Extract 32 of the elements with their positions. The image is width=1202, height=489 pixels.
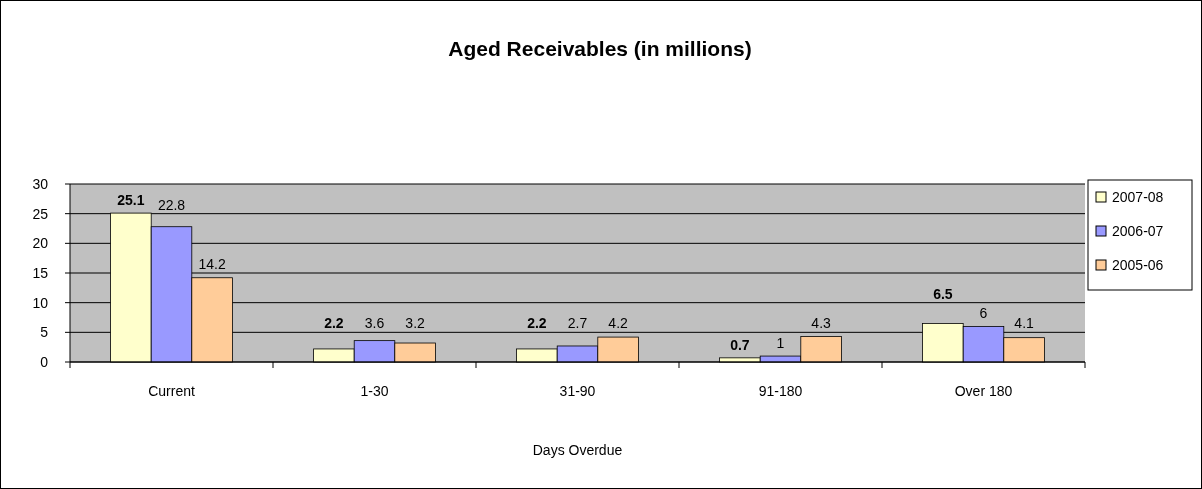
y-tick-label: 10 xyxy=(32,294,49,311)
data-label: 4.2 xyxy=(608,315,629,332)
x-tick-label: 91-180 xyxy=(758,383,803,399)
y-tick-label: 25 xyxy=(32,205,49,222)
y-tick-label: 20 xyxy=(32,235,49,252)
data-label: 4.1 xyxy=(1014,315,1035,332)
x-tick-label: 31-90 xyxy=(559,383,596,399)
x-tick-label: Current xyxy=(148,383,195,399)
x-tick-label: 1-30 xyxy=(360,383,389,399)
x-axis-title: Days Overdue xyxy=(532,442,623,458)
data-label: 2.2 xyxy=(324,315,344,332)
data-label: 25.1 xyxy=(117,192,145,209)
y-tick-label: 5 xyxy=(40,324,49,341)
data-label: 6 xyxy=(979,305,988,322)
y-tick-label: 15 xyxy=(32,265,49,281)
data-label: 22.8 xyxy=(157,196,186,213)
legend-label: 2006-07 xyxy=(1112,223,1164,239)
data-label: 0.7 xyxy=(730,336,750,353)
y-tick-label: 0 xyxy=(40,354,49,370)
data-label: 6.5 xyxy=(933,285,953,302)
data-label: 2.2 xyxy=(527,315,547,332)
data-label: 2.7 xyxy=(567,315,588,332)
chart-title: Aged Receivables (in millions) xyxy=(448,37,752,60)
data-label: 4.3 xyxy=(811,315,832,332)
data-label: 3.2 xyxy=(405,315,426,332)
data-label: 1 xyxy=(776,335,785,352)
legend-label: 2005-06 xyxy=(1112,257,1164,273)
x-tick-label: Over 180 xyxy=(954,383,1013,399)
y-tick-label: 30 xyxy=(32,176,49,192)
data-label: 14.2 xyxy=(198,256,226,272)
legend-label: 2007-08 xyxy=(1112,189,1164,205)
data-label: 3.6 xyxy=(364,315,385,332)
